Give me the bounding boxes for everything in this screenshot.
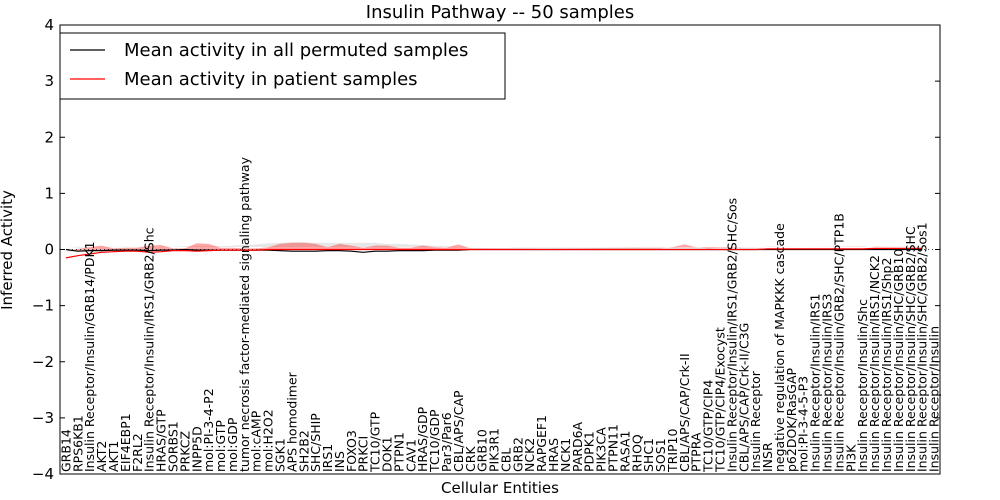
x-tick-label: Insulin Receptor/Insulin/SHC/GRB2/Sos1 xyxy=(915,222,930,472)
x-tick-label: mol:GTP xyxy=(213,420,228,472)
x-tick-label: Insulin Receptor xyxy=(748,370,763,472)
legend-label-patient: Mean activity in patient samples xyxy=(124,69,418,90)
x-tick-label: Insulin Receptor/Insulin xyxy=(927,326,942,472)
x-tick-label: TC10/GTP xyxy=(368,411,383,473)
x-tick-label: PRKCI xyxy=(356,436,371,472)
x-tick-label: Insulin Receptor/Insulin/IRS3 xyxy=(820,294,835,472)
x-tick-label: Insulin Receptor/Insulin/IRS1/Shp2 xyxy=(879,258,894,472)
x-tick-label: Insulin Receptor/Insulin/GRB14/PDK1 xyxy=(82,241,97,472)
x-tick-label: IRS1 xyxy=(320,444,335,472)
y-tick-label: 4 xyxy=(44,16,54,34)
x-tick-label: TC10/GTP/CIP4 xyxy=(701,380,716,473)
x-tick-label: mol:GDP xyxy=(225,417,240,472)
x-tick-label: SORBS1 xyxy=(166,421,181,472)
x-tick-label: Insulin Receptor/Insulin/IRS1/GRB2/SHC/S… xyxy=(724,198,739,472)
x-tick-label: SHC/SHIP xyxy=(308,413,323,472)
x-tick-label: INSR xyxy=(760,442,775,472)
x-tick-label: Par3/Par6 xyxy=(439,412,454,472)
series-band-permuted xyxy=(65,242,923,248)
x-tick-label: PTPN11 xyxy=(606,424,621,472)
legend-label-permuted: Mean activity in all permuted samples xyxy=(124,40,468,61)
x-tick-label: HRAS/GTP xyxy=(154,409,169,472)
x-tick-label: SGK1 xyxy=(273,438,288,472)
x-tick-label: EIF4EBP1 xyxy=(118,413,133,472)
y-tick-label: 0 xyxy=(44,241,54,259)
x-tick-label: Insulin Receptor/Insulin/IRS1/NCK2 xyxy=(867,255,882,472)
x-tick-label: INPP5D xyxy=(189,426,204,472)
y-tick-label: −4 xyxy=(32,465,54,483)
x-tick-label: mol:PI-3-4-P2 xyxy=(201,388,216,472)
x-tick-label: FOXO3 xyxy=(344,430,359,472)
x-tick-label: SH2B2 xyxy=(296,430,311,472)
y-tick-label: 2 xyxy=(44,128,54,146)
x-tick-label: PIK3CA xyxy=(594,427,609,472)
x-tick-label: mol:H2O2 xyxy=(261,409,276,472)
y-axis-label: Inferred Activity xyxy=(0,190,16,310)
series-line-patient xyxy=(65,247,923,259)
x-axis-label: Cellular Entities xyxy=(441,479,559,497)
x-tick-label: PI3K xyxy=(843,444,858,472)
x-tick-label: negative regulation of MAPKKK cascade xyxy=(772,223,787,472)
x-tick-label: mol:PI-3-4-5-P3 xyxy=(796,376,811,472)
x-tick-label: GRB14 xyxy=(58,429,73,472)
x-tick-label: mol:cAMP xyxy=(249,410,264,472)
y-tick-label: −1 xyxy=(32,297,54,315)
x-tick-label: RHOQ xyxy=(629,434,644,472)
y-tick-label: −2 xyxy=(32,353,54,371)
x-tick-label: PIK3R1 xyxy=(487,428,502,472)
x-tick-label: CBL/APS/CAP/Crk-II/C3G xyxy=(736,323,751,472)
x-tick-label: GRB2 xyxy=(510,437,525,472)
x-tick-label: Insulin Receptor/Insulin/GRB2/SHC/PTP1B xyxy=(831,213,846,472)
x-tick-label: TC10/GDP xyxy=(427,409,442,473)
x-tick-label: TRIP10 xyxy=(665,429,680,473)
x-tick-label: Insulin Receptor/Insulin/IRS1 xyxy=(808,294,823,472)
x-tick-label: Insulin Receptor/Insulin/Shc xyxy=(855,299,870,472)
x-tick-label: CBL/APS/CAP xyxy=(451,390,466,472)
x-tick-label: NCK1 xyxy=(558,438,573,472)
x-tick-label: PDPK1 xyxy=(582,431,597,472)
y-tick-label: −3 xyxy=(32,409,54,427)
x-tick-label: tumor necrosis factor-mediated signaling… xyxy=(237,156,252,472)
x-tick-label: Insulin Receptor/Insulin/SHC/GRB2/SHC xyxy=(903,226,918,472)
x-tick-label: APS homodimer xyxy=(284,371,299,472)
x-tick-label: Insulin Receptor/Insulin/SHC/GRB10 xyxy=(891,249,906,472)
x-tick-label: GRB10 xyxy=(475,429,490,472)
x-tick-label: AKT1 xyxy=(106,441,121,472)
x-tick-label: CBL/APS/CAP/Crk-II xyxy=(677,353,692,472)
x-tick-label: PTPRA xyxy=(689,432,704,472)
x-tick-label: p62DOK/RasGAP xyxy=(784,367,799,472)
x-tick-label: HRAS xyxy=(546,438,561,472)
x-tick-label: SHC1 xyxy=(641,438,656,472)
x-tick-label: Insulin Receptor/Insulin/IRS1/GRB2/Shc xyxy=(142,227,157,472)
x-tick-label: NCK2 xyxy=(522,438,537,472)
x-tick-label: RASA1 xyxy=(617,431,632,472)
x-tick-label: CBL xyxy=(498,448,513,472)
x-tick-label: SOS1 xyxy=(653,438,668,472)
x-tick-label: RAPGEF1 xyxy=(534,415,549,472)
legend: Mean activity in all permuted samples Me… xyxy=(59,32,506,100)
legend-box xyxy=(59,32,506,100)
x-tick-label: CRK xyxy=(463,446,478,472)
x-tick-label: PTPN1 xyxy=(391,432,406,472)
x-tick-label: TC10/GTP/CIP4/Exocyst xyxy=(713,327,728,473)
x-tick-label: DOK1 xyxy=(380,436,395,472)
y-tick-label: 3 xyxy=(44,72,54,90)
chart-title: Insulin Pathway -- 50 samples xyxy=(366,2,634,23)
x-tick-label: INS xyxy=(332,451,347,472)
x-tick-label: PRKCZ xyxy=(177,431,192,472)
x-tick-label: PARD6A xyxy=(570,421,585,472)
x-tick-label: F2RL2 xyxy=(130,433,145,472)
y-tick-label: 1 xyxy=(44,184,54,202)
x-tick-label: CAV1 xyxy=(403,439,418,472)
x-tick-label: HRAS/GDP xyxy=(415,406,430,472)
x-tick-label: AKT2 xyxy=(94,441,109,472)
x-tick-label: RPS6KB1 xyxy=(70,415,85,472)
